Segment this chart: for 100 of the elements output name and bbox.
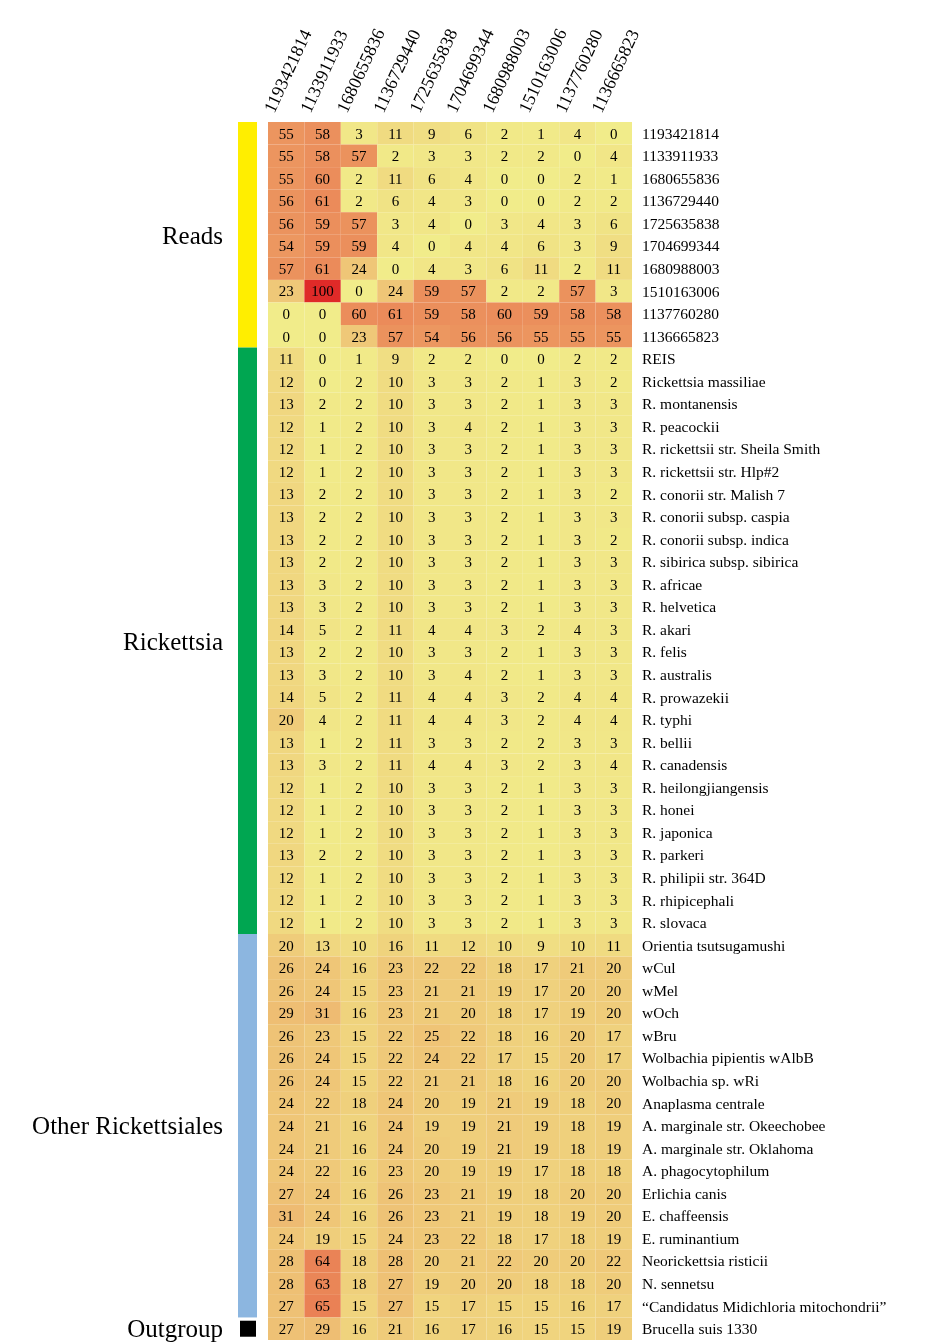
data-label: 2 (355, 531, 363, 548)
data-label: 22 (497, 1253, 513, 1270)
y-tick-label: 1680988003 (642, 260, 720, 278)
data-label: 2 (355, 576, 363, 593)
data-label: 18 (569, 1230, 585, 1247)
y-tick-label: R. rickettsii str. Sheila Smith (642, 440, 821, 458)
y-tick-label: R. akari (642, 620, 692, 638)
data-label: 10 (387, 824, 403, 841)
y-tick-label: Wolbachia sp. wRi (642, 1072, 760, 1090)
data-label: 19 (606, 1230, 622, 1247)
data-label: 3 (464, 373, 472, 390)
data-label: 3 (464, 486, 472, 503)
data-label: 3 (464, 802, 472, 819)
data-label: 2 (355, 486, 363, 503)
data-label: 3 (500, 215, 509, 232)
data-label: 3 (573, 847, 582, 864)
data-label: 3 (464, 847, 472, 864)
data-label: 26 (387, 1208, 404, 1225)
data-label: 19 (533, 1095, 549, 1112)
data-label: 55 (278, 170, 294, 187)
data-label: 59 (533, 305, 549, 322)
y-tick-label: R. sibirica subsp. sibirica (642, 553, 799, 571)
data-label: 16 (351, 1163, 367, 1180)
data-label: 58 (315, 125, 331, 142)
y-tick-label: R. rickettsii str. Hlp#2 (642, 463, 780, 481)
data-label: 18 (351, 1253, 367, 1270)
data-label: 3 (610, 869, 618, 886)
data-label: 4 (464, 666, 473, 683)
data-label: 3 (610, 892, 618, 909)
data-label: 19 (497, 1163, 513, 1180)
data-label: 2 (464, 351, 472, 368)
data-label: 20 (424, 1163, 440, 1180)
data-label: 3 (610, 734, 618, 751)
data-label: 2 (537, 148, 545, 165)
data-label: 2 (355, 689, 363, 706)
data-label: 15 (351, 1027, 367, 1044)
data-label: 3 (573, 418, 582, 435)
data-label: 1 (537, 373, 545, 390)
data-label: 3 (318, 599, 327, 616)
data-label: 18 (497, 1027, 513, 1044)
data-label: 13 (278, 576, 294, 593)
data-label: 18 (569, 1095, 585, 1112)
data-label: 60 (315, 170, 331, 187)
data-label: 11 (606, 937, 622, 954)
data-label: 27 (387, 1298, 404, 1315)
data-label: 19 (606, 1140, 622, 1157)
data-label: 0 (355, 283, 363, 300)
data-label: 5 (318, 621, 327, 638)
data-label: 57 (460, 283, 477, 300)
data-label: 1 (537, 869, 545, 886)
data-label: 2 (355, 418, 363, 435)
data-label: 16 (351, 960, 367, 977)
data-label: 3 (573, 779, 582, 796)
y-tick-label: R. japonica (642, 823, 713, 841)
y-tick-label: 1136665823 (642, 327, 720, 345)
data-label: 1 (318, 418, 327, 435)
data-label: 4 (428, 193, 437, 210)
data-label: 63 (315, 1275, 331, 1292)
data-label: 4 (537, 215, 546, 232)
data-label: 15 (351, 1050, 367, 1067)
data-label: 3 (610, 283, 618, 300)
data-label: 22 (387, 1050, 403, 1067)
data-label: 10 (387, 373, 403, 390)
data-label: 23 (387, 960, 403, 977)
data-label: 11 (388, 621, 403, 638)
y-tick-label: N. sennetsu (642, 1275, 715, 1293)
data-label: 3 (464, 441, 472, 458)
data-label: 59 (424, 283, 440, 300)
data-label: 20 (606, 1208, 622, 1225)
y-tick-label: wMel (642, 981, 679, 999)
data-label: 27 (278, 1320, 295, 1337)
data-label: 3 (428, 373, 436, 390)
y-tick-label: A. marginale str. Okeechobee (642, 1117, 826, 1135)
data-label: 18 (351, 1095, 367, 1112)
data-label: 28 (278, 1253, 294, 1270)
data-label: 18 (533, 1208, 549, 1225)
data-label: 23 (351, 328, 367, 345)
data-label: 17 (606, 1027, 622, 1044)
data-label: 31 (278, 1208, 294, 1225)
data-label: 3 (573, 463, 582, 480)
data-label: 21 (460, 1185, 476, 1202)
data-label: 3 (464, 914, 472, 931)
y-tick-label: 1136729440 (642, 192, 720, 210)
data-label: 3 (573, 576, 582, 593)
data-label: 10 (387, 508, 403, 525)
data-label: 4 (464, 689, 473, 706)
data-label: 22 (387, 1027, 403, 1044)
data-label: 15 (497, 1298, 513, 1315)
data-label: 11 (388, 125, 403, 142)
data-label: 1 (537, 847, 545, 864)
data-label: 17 (606, 1298, 622, 1315)
data-label: 0 (500, 351, 509, 368)
data-label: 19 (569, 1208, 585, 1225)
data-label: 2 (318, 508, 327, 525)
data-label: 3 (428, 508, 436, 525)
data-label: 3 (464, 531, 472, 548)
data-label: 10 (387, 892, 403, 909)
data-label: 10 (387, 666, 403, 683)
data-label: 2 (573, 193, 582, 210)
data-label: 21 (460, 1072, 476, 1089)
